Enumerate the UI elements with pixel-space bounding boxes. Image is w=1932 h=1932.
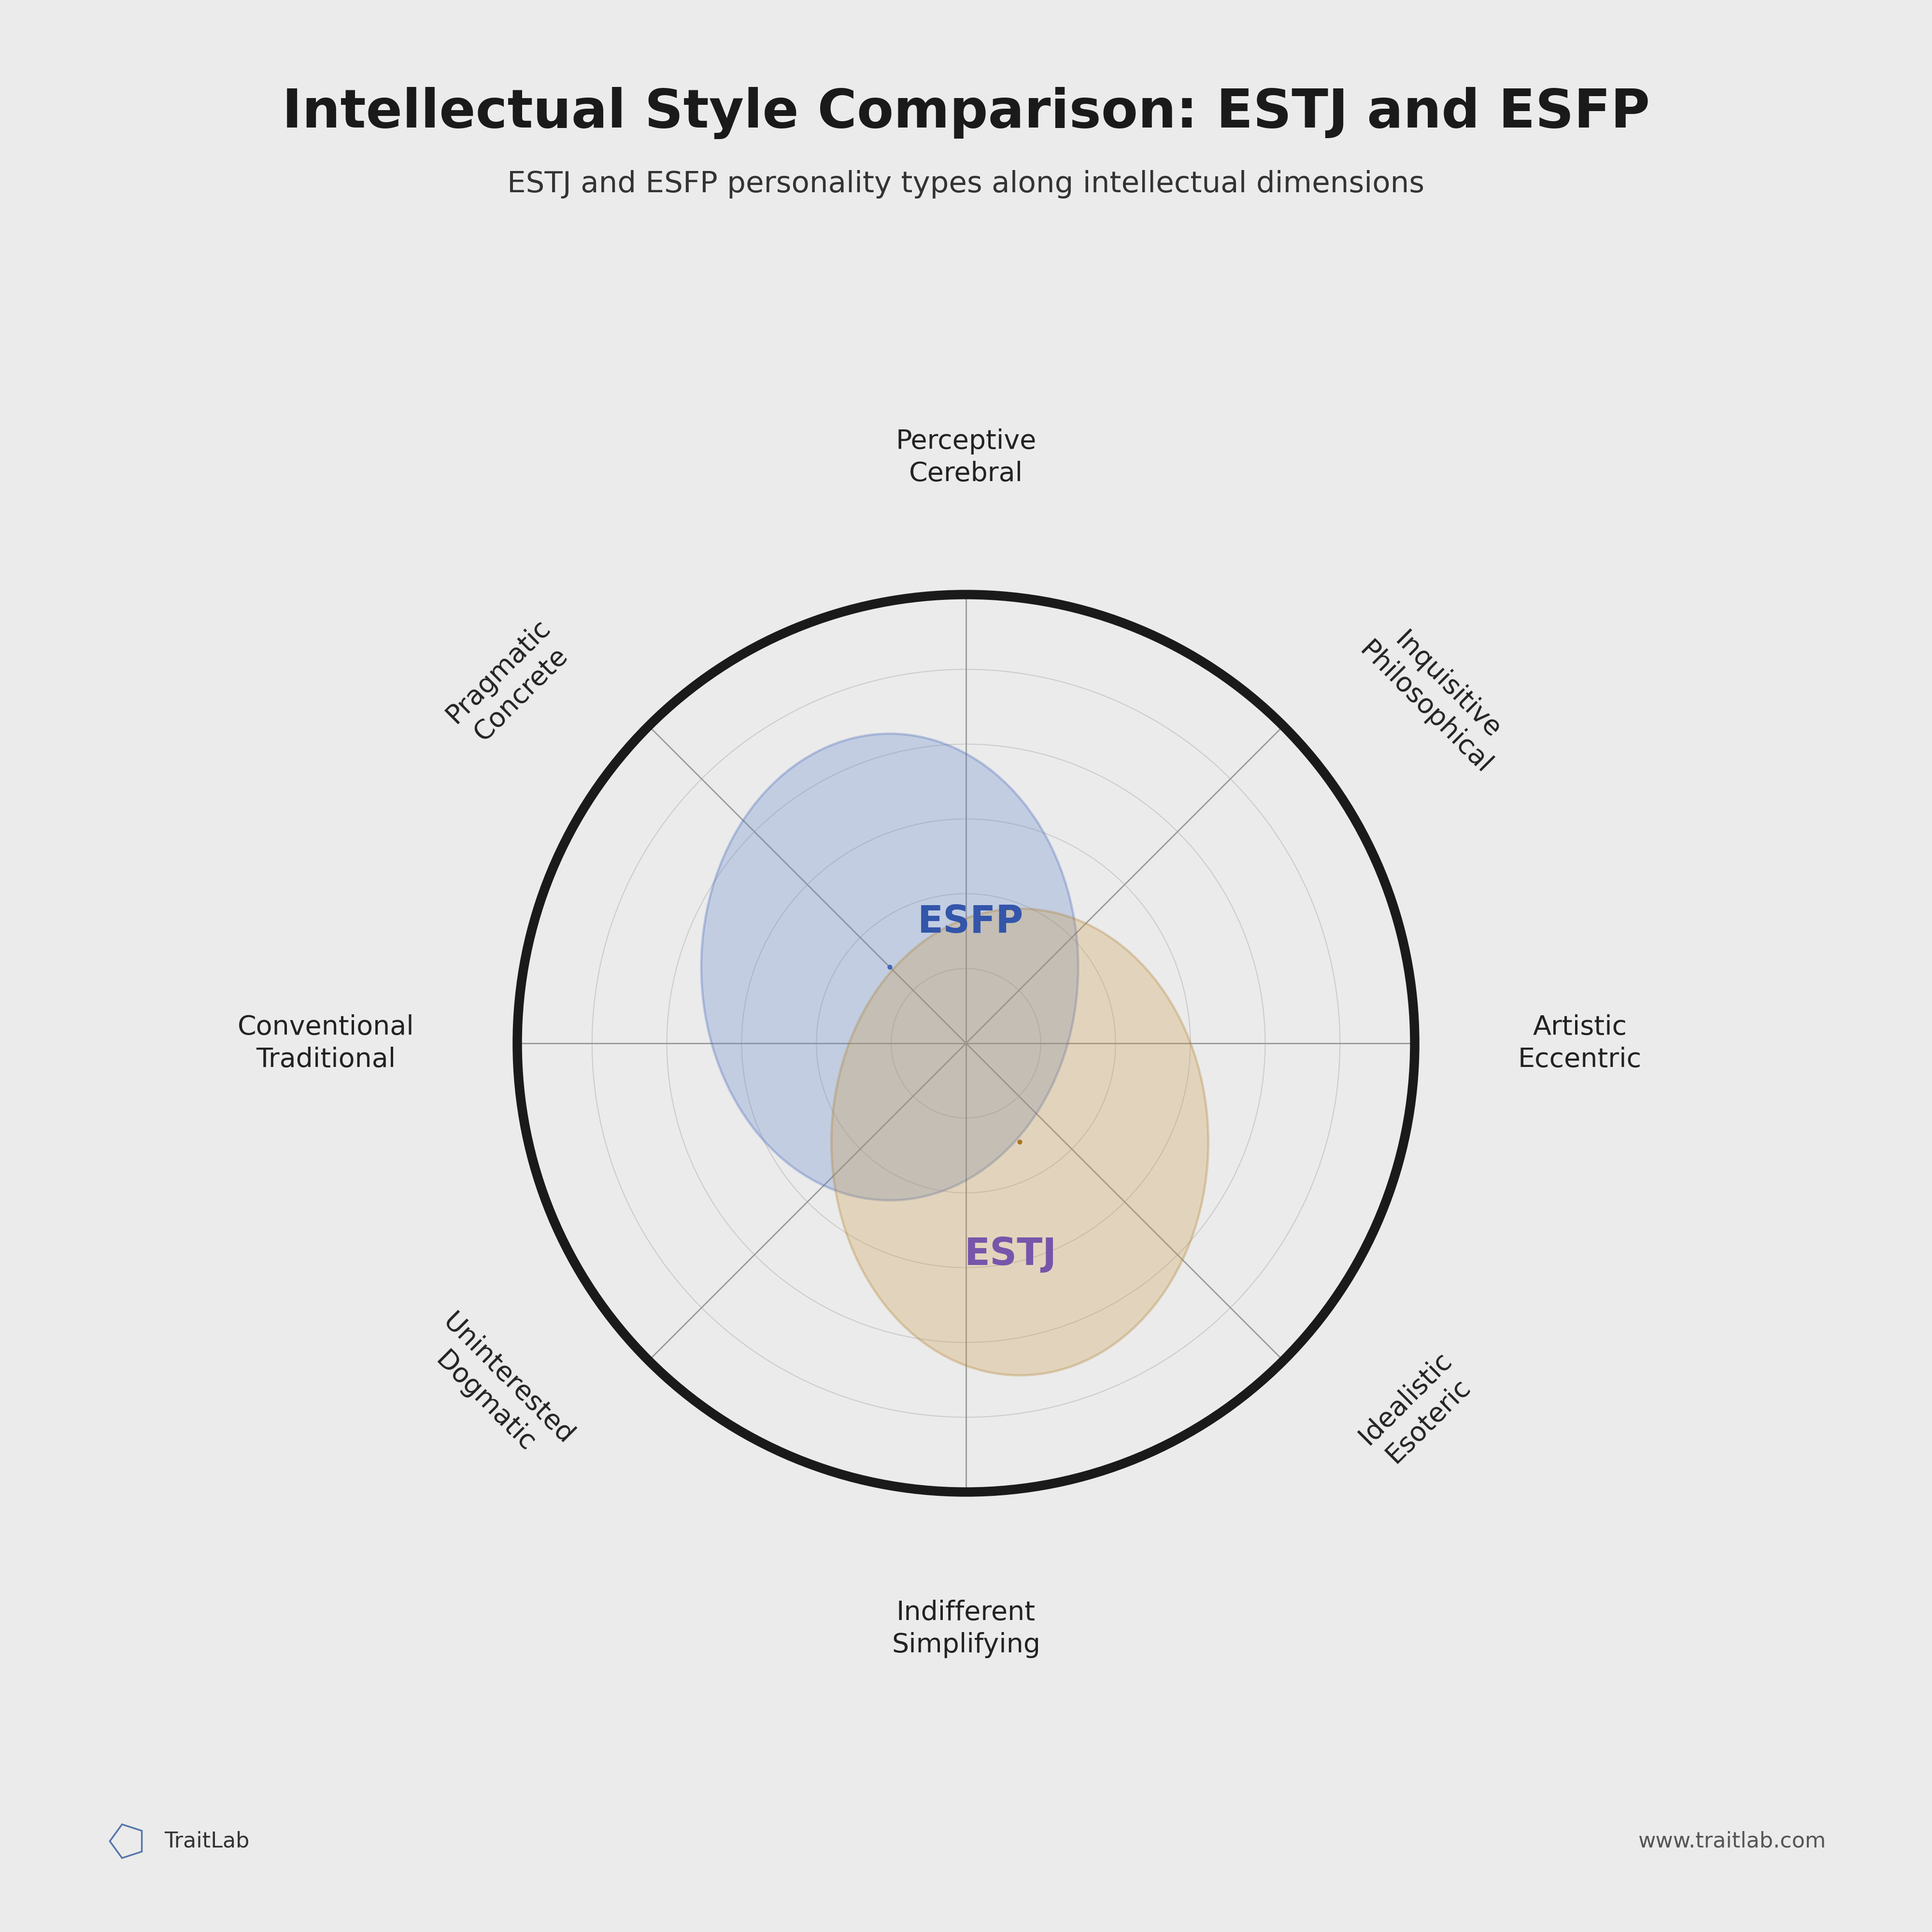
Text: Pragmatic
Concrete: Pragmatic Concrete — [440, 614, 578, 752]
Text: Artistic
Eccentric: Artistic Eccentric — [1519, 1014, 1642, 1072]
Text: ESFP: ESFP — [918, 904, 1024, 941]
Text: Conventional
Traditional: Conventional Traditional — [238, 1014, 413, 1072]
Ellipse shape — [701, 734, 1078, 1200]
Text: ESTJ and ESFP personality types along intellectual dimensions: ESTJ and ESFP personality types along in… — [508, 170, 1424, 199]
Point — [1005, 1126, 1036, 1157]
Point — [875, 952, 906, 983]
Text: Intellectual Style Comparison: ESTJ and ESFP: Intellectual Style Comparison: ESTJ and … — [282, 87, 1650, 139]
Text: Perceptive
Cerebral: Perceptive Cerebral — [896, 429, 1036, 487]
Text: www.traitlab.com: www.traitlab.com — [1638, 1832, 1826, 1851]
Text: Uninterested
Dogmatic: Uninterested Dogmatic — [415, 1308, 578, 1472]
Text: Idealistic
Esoteric: Idealistic Esoteric — [1354, 1347, 1480, 1472]
Text: ESTJ: ESTJ — [964, 1236, 1057, 1273]
Text: Indifferent
Simplifying: Indifferent Simplifying — [893, 1600, 1039, 1658]
Ellipse shape — [831, 908, 1208, 1376]
Text: TraitLab: TraitLab — [164, 1832, 249, 1851]
Text: Inquisitive
Philosophical: Inquisitive Philosophical — [1354, 614, 1519, 779]
